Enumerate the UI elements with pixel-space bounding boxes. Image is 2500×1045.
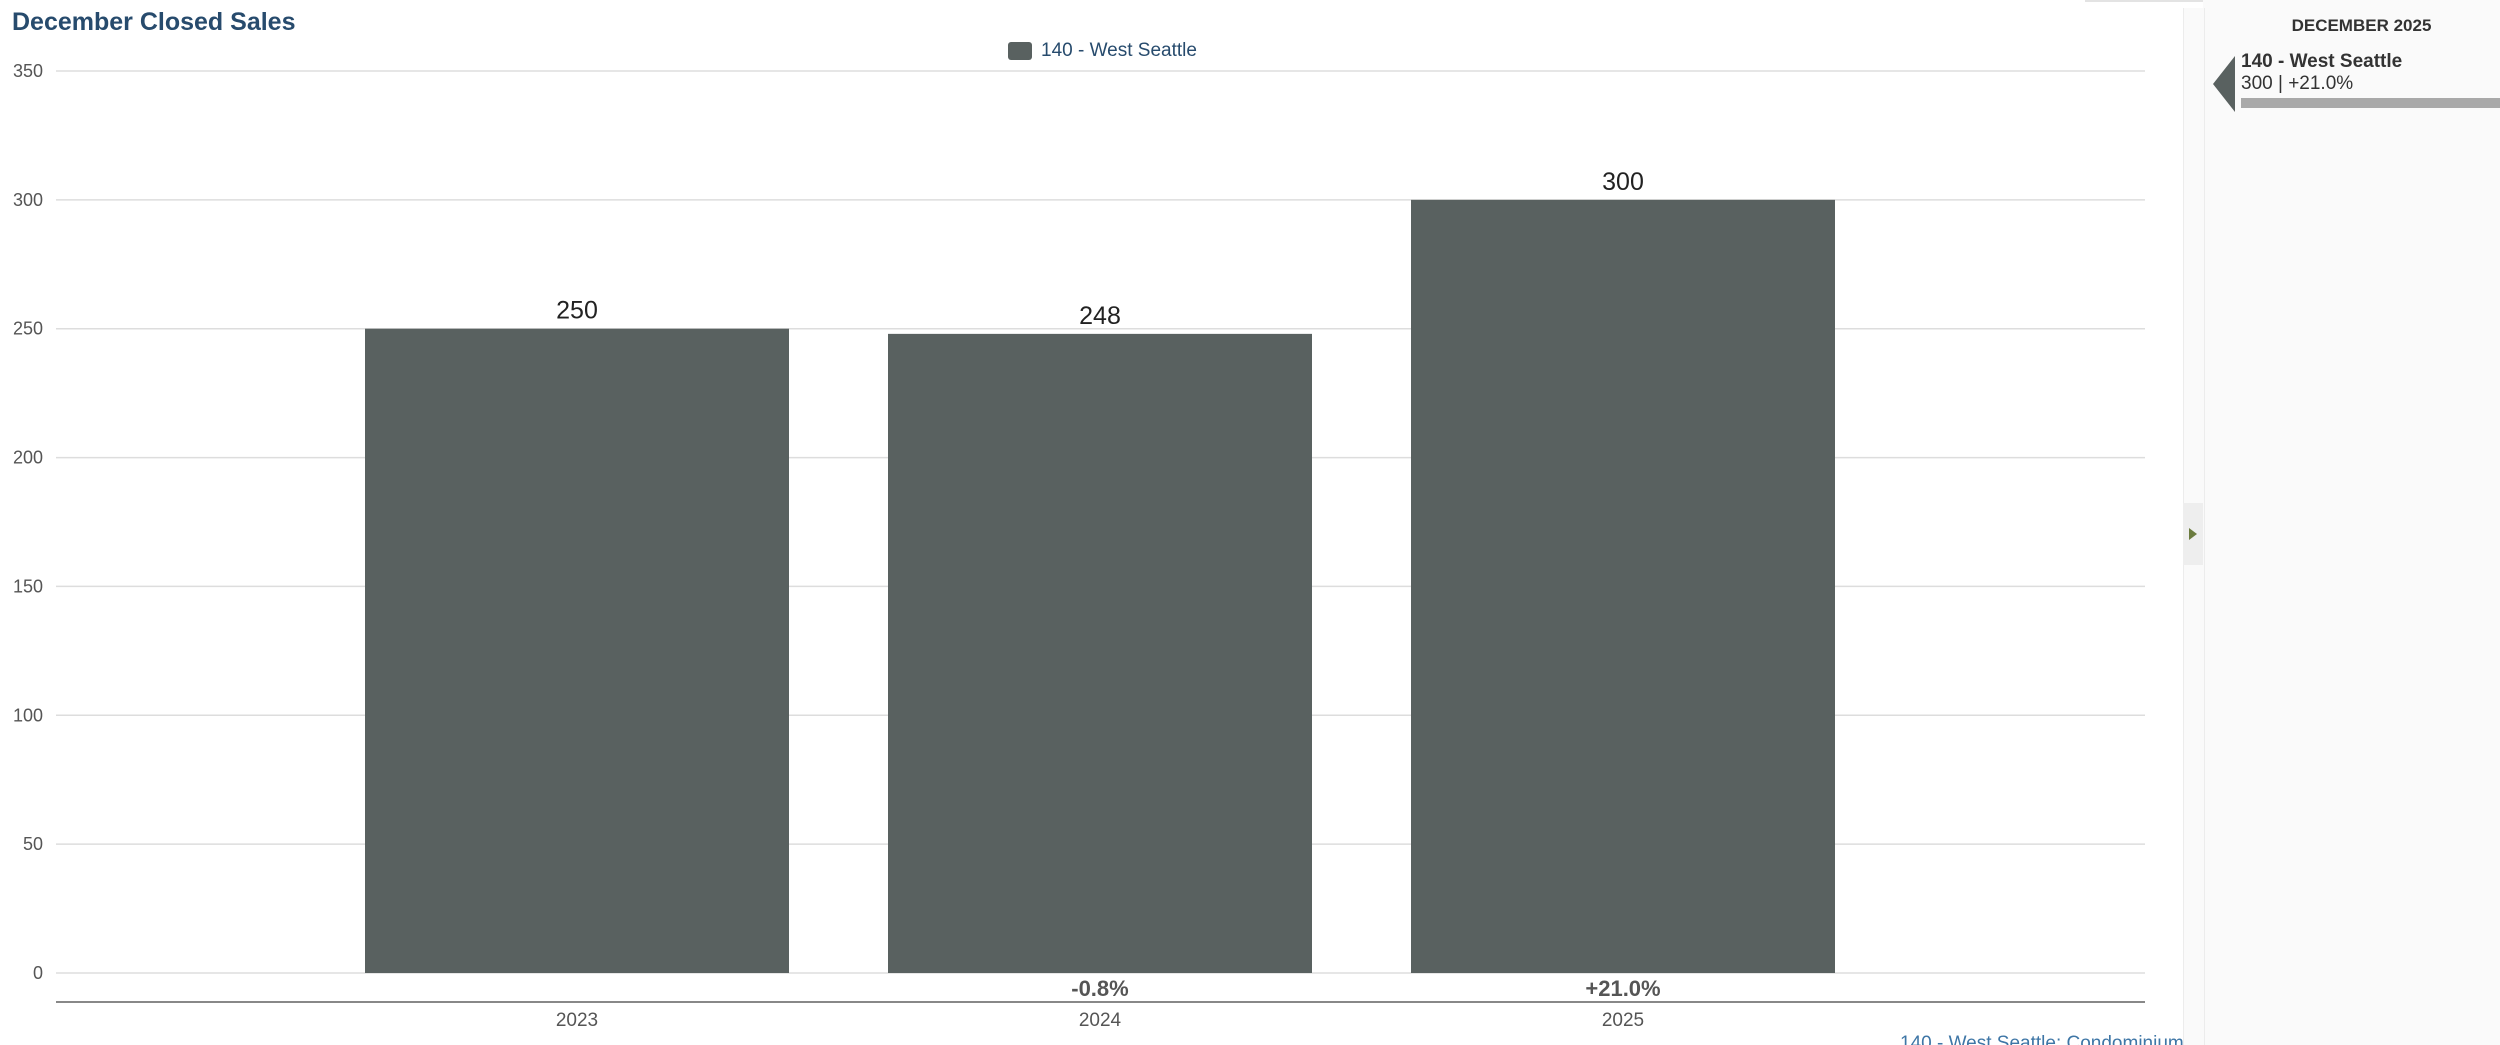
y-tick-label: 350 (13, 61, 43, 81)
legend-item-west-seattle[interactable]: 140 - West Seattle (1008, 40, 1197, 62)
data-label: 248 (1079, 302, 1121, 330)
data-label: 300 (1602, 168, 1644, 196)
bar (365, 328, 789, 973)
change-label: +21.0% (1585, 976, 1660, 1001)
selection-pointer-icon (2213, 56, 2235, 112)
chart-title: December Closed Sales (12, 8, 296, 36)
y-tick-label: 50 (23, 834, 43, 854)
x-tick-label: 2025 (1602, 1010, 1644, 1031)
legend-swatch (1008, 42, 1032, 60)
y-tick-label: 150 (13, 576, 43, 596)
y-tick-label: 200 (13, 448, 43, 468)
bar-chart: 0 50 100 150 200 250 300 350 250 2023 248 2024 -0.8%… (13, 61, 2145, 1031)
bar (888, 333, 1312, 974)
bar (1411, 199, 1835, 973)
x-tick-label: 2023 (556, 1010, 598, 1031)
side-item-bar (2241, 98, 2500, 108)
data-label: 250 (556, 297, 598, 325)
y-tick-label: 0 (33, 963, 43, 983)
change-label: -0.8% (1071, 976, 1128, 1001)
footer-source-link[interactable]: 140 - West Seattle: Condominium (1900, 1033, 2184, 1045)
side-panel-header: DECEMBER 2025 (2291, 16, 2432, 35)
side-panel (2203, 0, 2500, 1045)
y-tick-label: 250 (13, 319, 43, 339)
caret-right-icon (2189, 528, 2197, 540)
collapse-panel-button[interactable] (2183, 503, 2203, 565)
y-tick-label: 300 (13, 190, 43, 210)
legend-label: 140 - West Seattle (1041, 40, 1197, 61)
side-item-value: 300 | +21.0% (2241, 73, 2354, 94)
x-tick-label: 2024 (1079, 1010, 1122, 1031)
side-item-name[interactable]: 140 - West Seattle (2241, 51, 2403, 72)
y-tick-label: 100 (13, 705, 43, 725)
